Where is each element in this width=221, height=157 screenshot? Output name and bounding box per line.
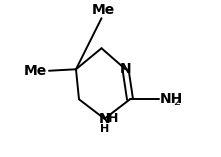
Text: H: H: [100, 124, 109, 134]
Text: Me: Me: [91, 3, 115, 17]
Text: N: N: [120, 62, 131, 76]
Text: Me: Me: [24, 64, 48, 78]
Text: NH: NH: [160, 92, 183, 106]
Text: 2: 2: [173, 97, 181, 107]
Text: H: H: [108, 112, 118, 125]
Text: N: N: [99, 112, 110, 126]
